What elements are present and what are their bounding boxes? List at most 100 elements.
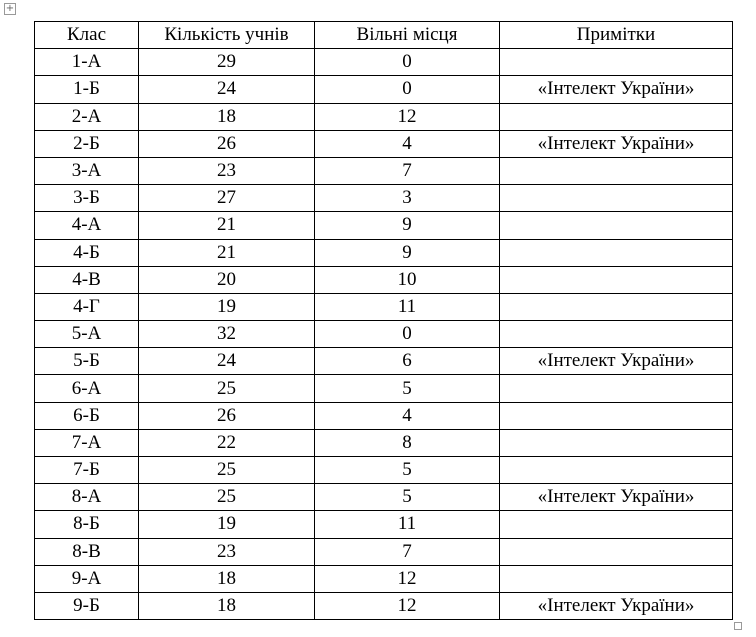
table-cell [499,292,733,322]
table-cell: 11 [314,510,500,539]
table-row: 4-Г 19 11 [34,292,733,322]
table-row: 4-А 21 9 [34,211,733,240]
table-cell: 7 [314,156,500,186]
table-cell: 1-Б [34,75,139,104]
header-row: Клас Кількість учнів Вільні місця Приміт… [34,20,733,50]
table-cell: 6 [314,347,500,376]
table-cell: 21 [138,238,315,267]
table-row: 9-А 18 12 [34,564,733,593]
table-cell: 5 [314,455,500,485]
table-row: 3-Б 27 3 [34,184,733,213]
table-cell [499,428,733,458]
table-body: 1-А 29 0 1-Б 24 0 «Інтелект України» 2-А 18 12 2-Б… [34,48,733,621]
table-cell: 10 [314,265,500,294]
table-cell: 4-Г [34,292,139,322]
table-cell: 9 [314,238,500,267]
table-cell: 4 [314,129,500,158]
table-cell: 4-В [34,265,139,294]
table-cell: 8 [314,428,500,458]
table-cell: 23 [138,537,315,566]
table-row: 5-Б 24 6 «Інтелект України» [34,347,733,376]
table-cell: 8-А [34,483,139,512]
table-cell [499,156,733,186]
table-cell: 9-Б [34,591,139,621]
table-cell: 0 [314,48,500,77]
table-cell: 5-А [34,320,139,349]
table-cell: 18 [138,564,315,593]
table-cell: 12 [314,564,500,593]
table-cell [499,211,733,240]
header-cell: Клас [34,20,139,50]
table-cell: 25 [138,374,315,403]
table-cell: 26 [138,401,315,430]
table-cell: 11 [314,292,500,322]
table-cell: 8-Б [34,510,139,539]
table-cell: «Інтелект України» [499,347,733,376]
table-cell: 9-А [34,564,139,593]
table-cell: 5 [314,483,500,512]
table-row: 8-Б 19 11 [34,510,733,539]
table-row: 8-В 23 7 [34,537,733,566]
table-cell: 29 [138,48,315,77]
table-cell: 25 [138,455,315,485]
table-row: 2-А 18 12 [34,102,733,131]
table-cell: 23 [138,156,315,186]
table-cell: 22 [138,428,315,458]
table-row: 6-Б 26 4 [34,401,733,430]
table-cell: 18 [138,591,315,621]
table-row: 7-А 22 8 [34,428,733,458]
table-cell: 4-Б [34,238,139,267]
table-move-handle[interactable]: + [4,3,16,15]
table-resize-handle[interactable] [734,622,742,630]
table-cell: 26 [138,129,315,158]
table-cell: 6-Б [34,401,139,430]
table-cell: 25 [138,483,315,512]
table-cell [499,102,733,131]
table-header: Клас Кількість учнів Вільні місця Приміт… [34,20,733,50]
table-row: 5-А 32 0 [34,320,733,349]
table-cell: 4-А [34,211,139,240]
table-cell: 3 [314,184,500,213]
table-cell: 19 [138,510,315,539]
table-cell: 1-А [34,48,139,77]
table-row: 4-В 20 10 [34,265,733,294]
header-cell: Кількість учнів [138,20,315,50]
table-row: 3-А 23 7 [34,156,733,186]
table-row: 2-Б 26 4 «Інтелект України» [34,129,733,158]
table-row: 7-Б 25 5 [34,455,733,485]
table-cell: 7 [314,537,500,566]
table-cell [499,320,733,349]
table-cell: 6-А [34,374,139,403]
table-row: 4-Б 21 9 [34,238,733,267]
table-row: 6-А 25 5 [34,374,733,403]
table-cell [499,238,733,267]
table-cell [499,564,733,593]
table-cell: 7-А [34,428,139,458]
table: Клас Кількість учнів Вільні місця Приміт… [34,20,733,621]
table-cell: 3-А [34,156,139,186]
table-cell: 0 [314,320,500,349]
table-cell: 5 [314,374,500,403]
table-cell: «Інтелект України» [499,129,733,158]
table-row: 9-Б 18 12 «Інтелект України» [34,591,733,621]
table-cell [499,537,733,566]
table-cell: «Інтелект України» [499,75,733,104]
table-row: 8-А 25 5 «Інтелект України» [34,483,733,512]
table-cell: 9 [314,211,500,240]
table-cell: 27 [138,184,315,213]
table-cell: 0 [314,75,500,104]
table-cell [499,401,733,430]
table-cell: «Інтелект України» [499,483,733,512]
table-cell: 32 [138,320,315,349]
table-cell [499,265,733,294]
table-cell: 2-А [34,102,139,131]
table-cell: 12 [314,591,500,621]
table-row: 1-А 29 0 [34,48,733,77]
table-cell: 5-Б [34,347,139,376]
table-cell [499,374,733,403]
table-cell: 24 [138,75,315,104]
table-cell: 12 [314,102,500,131]
table-cell [499,48,733,77]
table-cell [499,510,733,539]
